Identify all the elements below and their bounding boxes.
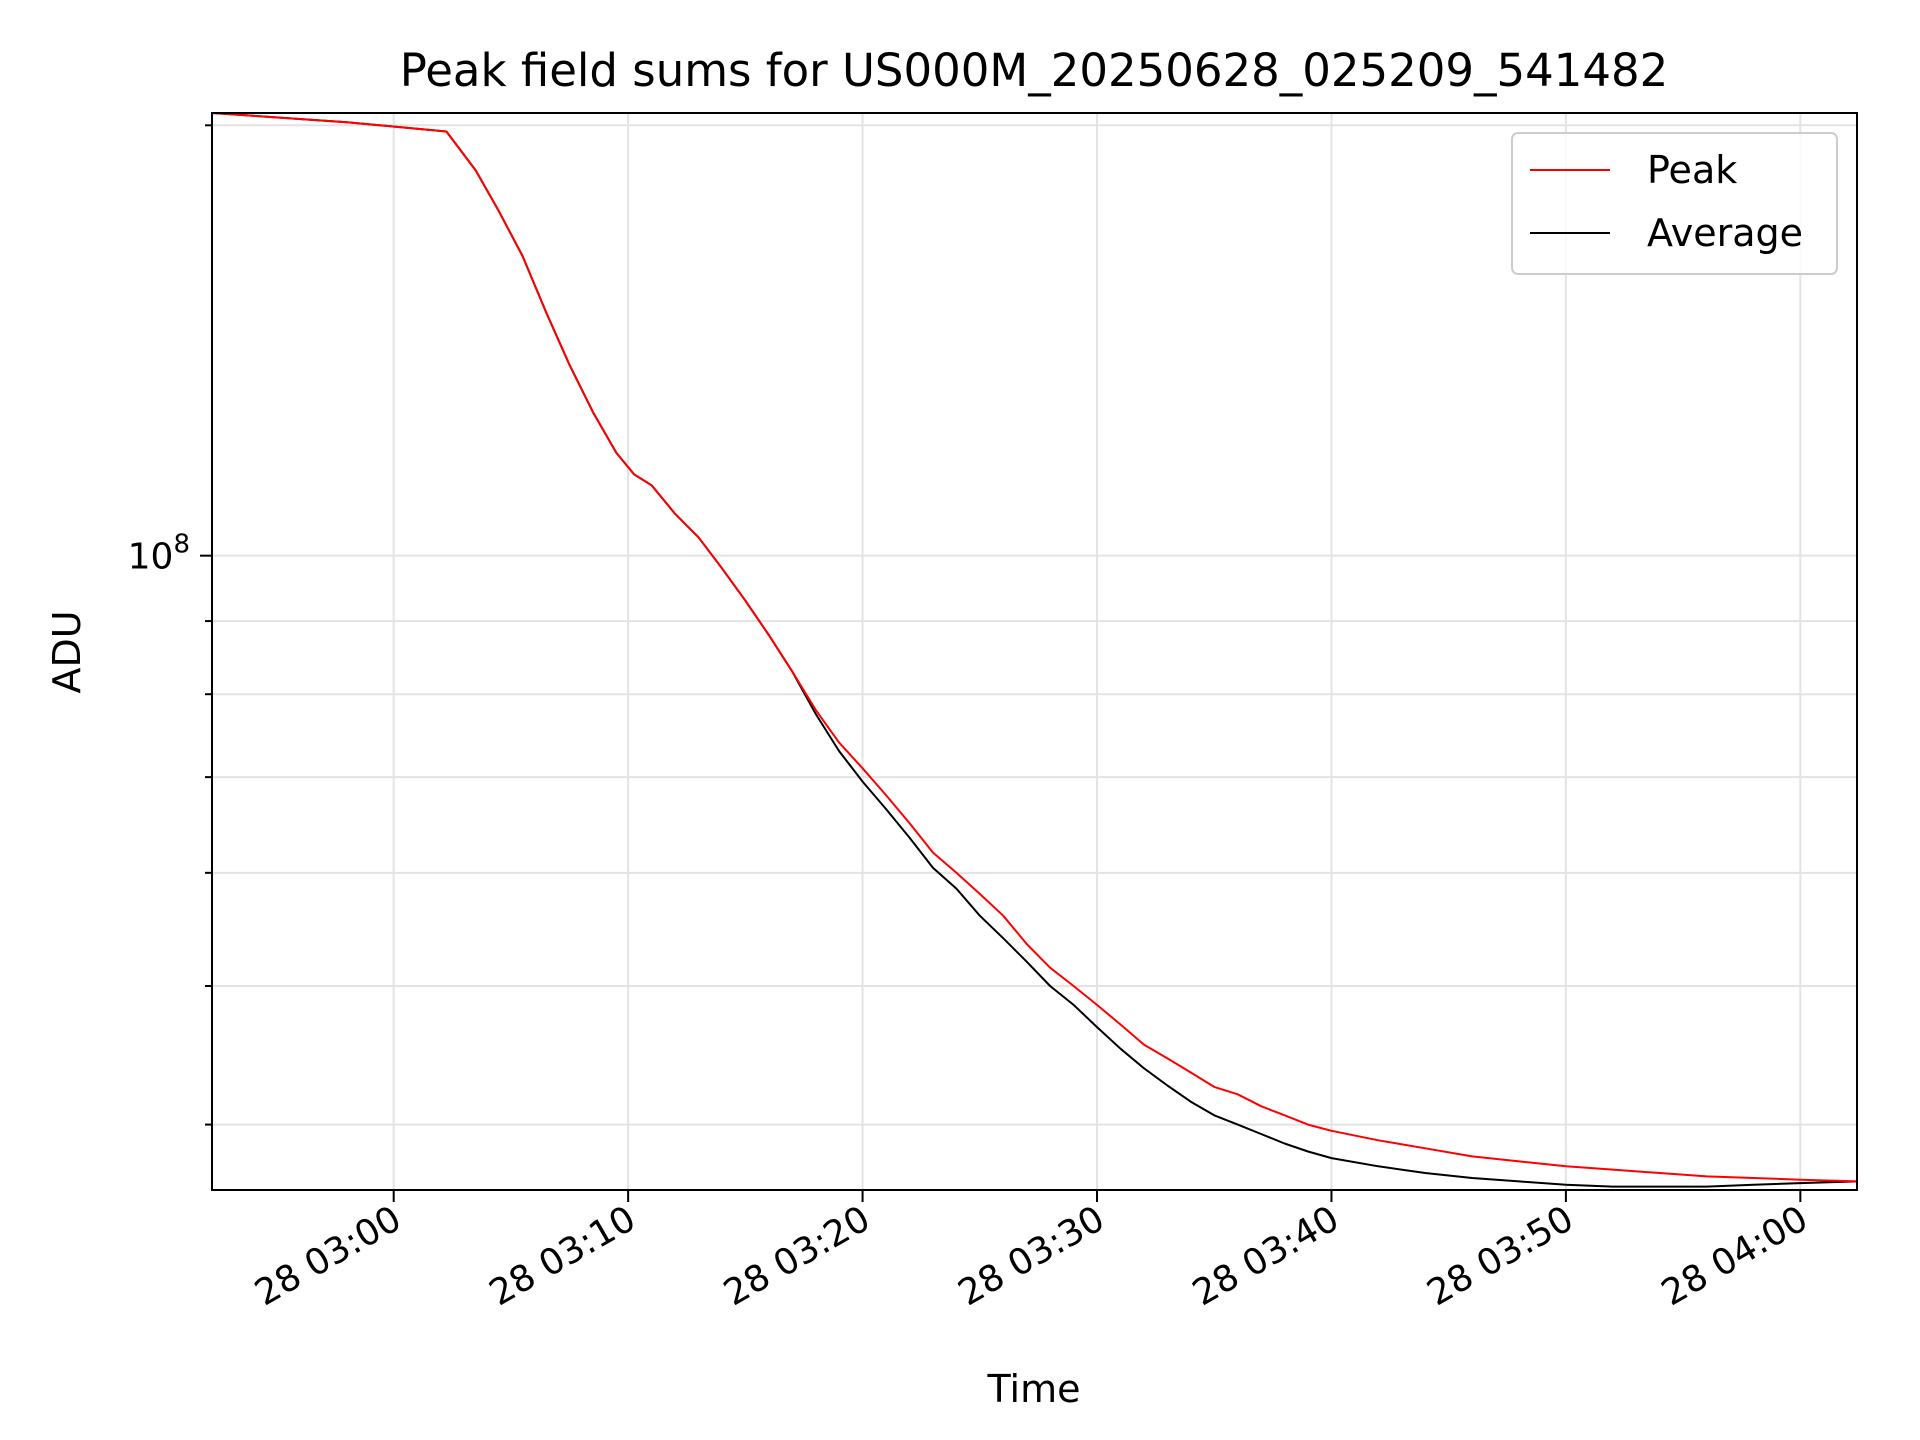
y-axis-label: ADU <box>45 610 89 693</box>
x-axis-label: Time <box>987 1367 1081 1411</box>
legend: Peak Average <box>1511 132 1838 275</box>
chart-title: Peak field sums for US000M_20250628_0252… <box>400 44 1669 97</box>
legend-label-peak: Peak <box>1647 148 1737 192</box>
y-tick-label: 108 <box>128 530 190 578</box>
series-line-peak <box>212 113 1857 1183</box>
grid <box>212 113 1857 1190</box>
series-layer <box>212 113 1857 1188</box>
plot-frame <box>211 112 1858 1191</box>
legend-label-average: Average <box>1647 211 1803 255</box>
legend-box <box>1511 132 1838 275</box>
